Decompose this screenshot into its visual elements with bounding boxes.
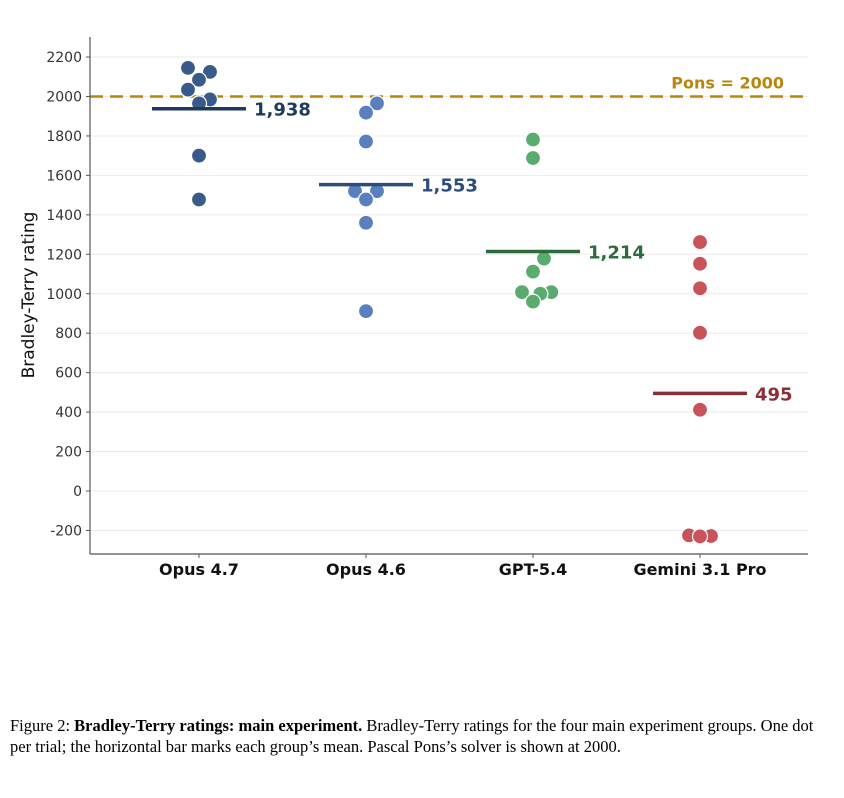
trial-dot	[691, 324, 709, 341]
mean-label: 1,938	[254, 100, 311, 121]
trial-dot	[524, 131, 542, 148]
caption-prefix: Figure 2:	[10, 716, 75, 735]
trial-dot	[368, 95, 386, 112]
trial-dot	[190, 191, 208, 208]
trial-dot	[357, 133, 375, 150]
y-tick-label: 600	[55, 366, 82, 382]
x-tick-label: Gemini 3.1 Pro	[633, 560, 766, 579]
bradley-terry-chart: Pons = 2000 1,938 1,553 1,214 495 -200 0 200 4…	[19, 37, 808, 579]
y-tick-label: 2200	[46, 50, 82, 66]
y-tick-label: 1400	[46, 208, 82, 224]
x-tick-label: Opus 4.7	[159, 560, 239, 579]
trial-dot	[691, 233, 709, 251]
caption-bold-title: Bradley-Terry ratings: main experiment.	[74, 716, 363, 735]
trial-dot	[535, 250, 553, 267]
axes: -200 0 200 400 600 800 1000 1200 1400 1600 1800 200…	[46, 37, 808, 579]
y-tick-label: 1200	[46, 247, 82, 263]
y-tick-label: 1000	[46, 287, 82, 303]
x-tick-label: GPT-5.4	[499, 560, 567, 579]
trial-dot	[691, 528, 709, 545]
trial-dot	[357, 104, 375, 121]
mean-label: 495	[755, 384, 793, 405]
trial-dot	[691, 280, 709, 297]
y-tick-label: 2000	[46, 90, 82, 106]
caption-text: Bradley-Terry ratings for the four main …	[10, 716, 814, 756]
y-axis-label: Bradley-Terry rating	[19, 212, 39, 379]
y-tick-label: 0	[73, 484, 82, 500]
trial-dot	[357, 191, 375, 208]
mean-bars: 1,938 1,553 1,214 495	[152, 100, 793, 405]
trial-dot	[357, 303, 375, 320]
y-tick-label: 1600	[46, 168, 82, 184]
trial-dot	[513, 284, 531, 301]
trial-dot	[691, 255, 709, 272]
trial-dot	[179, 59, 197, 76]
trial-dot	[524, 149, 542, 167]
trial-dot	[357, 214, 375, 231]
trial-dot	[524, 263, 542, 280]
trial-dots	[179, 59, 720, 545]
mean-label: 1,553	[421, 176, 478, 197]
trial-dot	[190, 147, 208, 164]
reference-label: Pons = 2000	[671, 74, 784, 93]
mean-label: 1,214	[588, 243, 645, 264]
x-tick-label: Opus 4.6	[326, 560, 406, 579]
figure-caption: Figure 2: Bradley-Terry ratings: main ex…	[10, 715, 830, 757]
y-tick-label: 200	[55, 445, 82, 461]
y-tick-label: 1800	[46, 129, 82, 145]
trial-dot	[524, 293, 542, 310]
reference-line-group: Pons = 2000	[90, 74, 808, 98]
trial-dot	[179, 81, 197, 98]
y-tick-label: 800	[55, 326, 82, 342]
y-tick-label: 400	[55, 405, 82, 421]
trial-dot	[691, 401, 709, 418]
y-tick-label: -200	[50, 523, 82, 539]
trial-dot	[201, 63, 219, 80]
trial-dot	[190, 71, 208, 88]
